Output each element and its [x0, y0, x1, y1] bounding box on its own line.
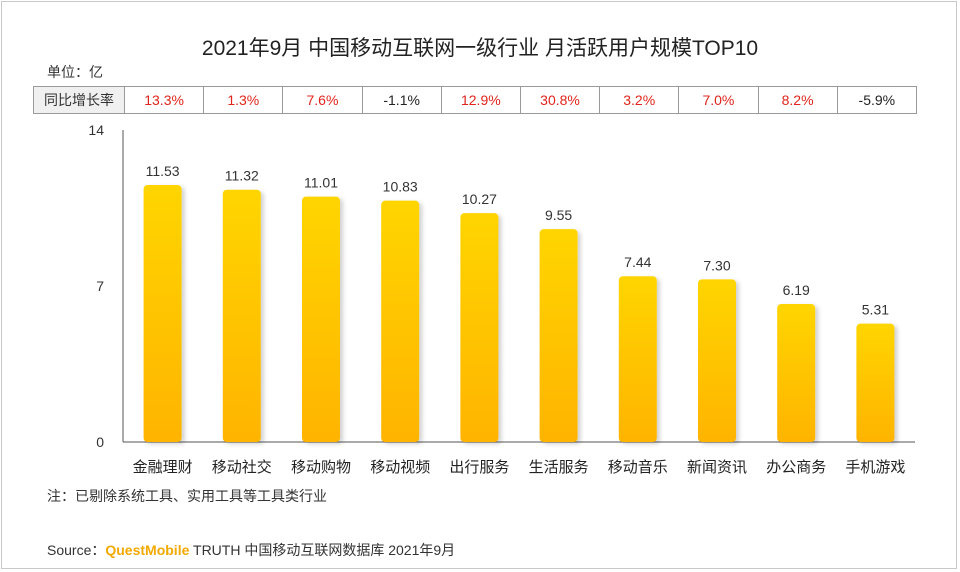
x-category-label: 办公商务 [766, 459, 826, 476]
yoy-cell: 3.2% [599, 86, 680, 114]
y-tick-label: 14 [88, 122, 104, 138]
yoy-cell: 13.3% [123, 86, 205, 114]
bar [302, 196, 340, 442]
bar-value-label: 6.19 [783, 282, 810, 298]
footnote: 注：已剔除系统工具、实用工具等工具类行业 [47, 488, 327, 504]
yoy-cell: 7.0% [678, 86, 759, 114]
bar-value-label: 10.83 [383, 179, 418, 195]
yoy-growth-table: 同比增长率 13.3% 1.3% 7.6% -1.1% 12.9% 30.8% 3.2% 7.… [33, 86, 918, 114]
bar-value-label: 9.55 [545, 207, 572, 223]
x-category-label: 移动社交 [212, 458, 272, 476]
bar [222, 189, 261, 442]
chart-title: 2021年9月 中国移动互联网一级行业 月活跃用户规模TOP10 [201, 37, 759, 60]
bar-value-label: 10.27 [462, 191, 497, 207]
bar [381, 200, 420, 442]
unit-label: 单位：亿 [47, 64, 103, 80]
x-category-label: 生活服务 [529, 459, 589, 476]
yoy-cell: -5.9% [836, 86, 918, 114]
x-category-label: 手机游戏 [845, 459, 905, 476]
bar [856, 323, 895, 442]
yoy-cell: 7.6% [282, 86, 363, 114]
bar-value-label: 5.31 [862, 302, 889, 318]
bar-value-label: 7.44 [624, 254, 651, 270]
questmobile-brand: QuestMobile [105, 542, 190, 558]
bar [698, 279, 736, 442]
yoy-cell: -1.1% [361, 86, 442, 114]
bar [539, 229, 578, 442]
y-tick-label: 7 [96, 278, 104, 294]
bar [777, 304, 816, 442]
bar-value-label: 7.30 [703, 257, 730, 273]
bar-value-label: 11.01 [304, 175, 338, 191]
yoy-growth-row: 同比增长率 13.3% 1.3% 7.6% -1.1% 12.9% 30.8% 3.2% 7.… [33, 86, 918, 114]
yoy-cell: 8.2% [757, 86, 838, 114]
x-category-label: 金融理财 [133, 459, 193, 476]
x-category-label: 新闻资讯 [687, 459, 747, 476]
bar-value-label: 11.32 [225, 168, 259, 184]
yoy-cell: 1.3% [203, 86, 284, 114]
yoy-cell: 30.8% [519, 86, 601, 114]
source-prefix: Source： [47, 542, 106, 558]
x-category-label: 移动音乐 [608, 459, 668, 476]
source-line: Source：QuestMobile TRUTH 中国移动互联网数据库 2021… [47, 540, 455, 560]
x-category-label: 出行服务 [449, 459, 509, 476]
x-category-label: 移动视频 [370, 459, 430, 476]
bar [460, 213, 499, 442]
yoy-cell: 12.9% [440, 86, 521, 114]
source-suffix: TRUTH 中国移动互联网数据库 2021年9月 [189, 542, 456, 558]
bar [143, 185, 182, 442]
yoy-header-cell: 同比增长率 [33, 86, 125, 114]
bar [618, 276, 657, 442]
bar-value-label: 11.53 [146, 163, 180, 179]
x-category-label: 移动购物 [291, 459, 351, 476]
y-tick-label: 0 [96, 434, 104, 450]
